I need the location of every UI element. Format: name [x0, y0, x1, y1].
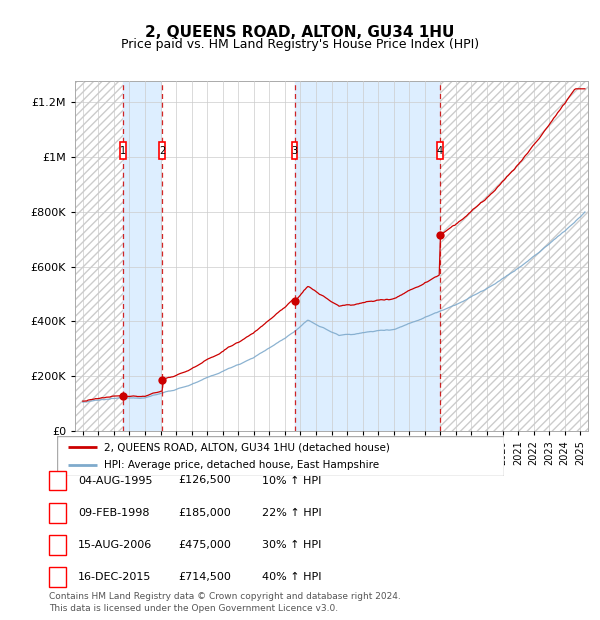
Bar: [162, 81, 295, 431]
Text: £185,000: £185,000: [178, 508, 231, 518]
Text: Price paid vs. HM Land Registry's House Price Index (HPI): Price paid vs. HM Land Registry's House …: [121, 38, 479, 51]
Bar: [437, 142, 443, 159]
Text: £714,500: £714,500: [178, 572, 231, 582]
Text: 09-FEB-1998: 09-FEB-1998: [78, 508, 149, 518]
Text: HPI: Average price, detached house, East Hampshire: HPI: Average price, detached house, East…: [104, 461, 379, 471]
Bar: [120, 142, 126, 159]
Bar: [75, 81, 123, 431]
Text: Contains HM Land Registry data © Crown copyright and database right 2024.
This d: Contains HM Land Registry data © Crown c…: [49, 591, 401, 613]
Text: 10% ↑ HPI: 10% ↑ HPI: [262, 476, 322, 485]
Bar: [295, 81, 440, 431]
Bar: [123, 81, 162, 431]
Text: 3: 3: [54, 540, 61, 550]
Bar: [159, 142, 165, 159]
Text: 30% ↑ HPI: 30% ↑ HPI: [262, 540, 322, 550]
Text: 4: 4: [54, 572, 61, 582]
Text: 40% ↑ HPI: 40% ↑ HPI: [262, 572, 322, 582]
Bar: [440, 81, 588, 431]
Text: 15-AUG-2006: 15-AUG-2006: [78, 540, 152, 550]
Text: £475,000: £475,000: [178, 540, 231, 550]
Text: 2: 2: [54, 508, 61, 518]
Text: 04-AUG-1995: 04-AUG-1995: [78, 476, 152, 485]
Text: 2, QUEENS ROAD, ALTON, GU34 1HU (detached house): 2, QUEENS ROAD, ALTON, GU34 1HU (detache…: [104, 442, 390, 452]
Text: 1: 1: [120, 146, 126, 156]
Text: 22% ↑ HPI: 22% ↑ HPI: [262, 508, 322, 518]
Text: £126,500: £126,500: [178, 476, 231, 485]
Text: 3: 3: [292, 146, 298, 156]
Text: 1: 1: [54, 476, 61, 485]
Text: 2, QUEENS ROAD, ALTON, GU34 1HU: 2, QUEENS ROAD, ALTON, GU34 1HU: [145, 25, 455, 40]
Text: 4: 4: [437, 146, 443, 156]
Bar: [292, 142, 298, 159]
Text: 16-DEC-2015: 16-DEC-2015: [78, 572, 151, 582]
Text: 2: 2: [159, 146, 166, 156]
